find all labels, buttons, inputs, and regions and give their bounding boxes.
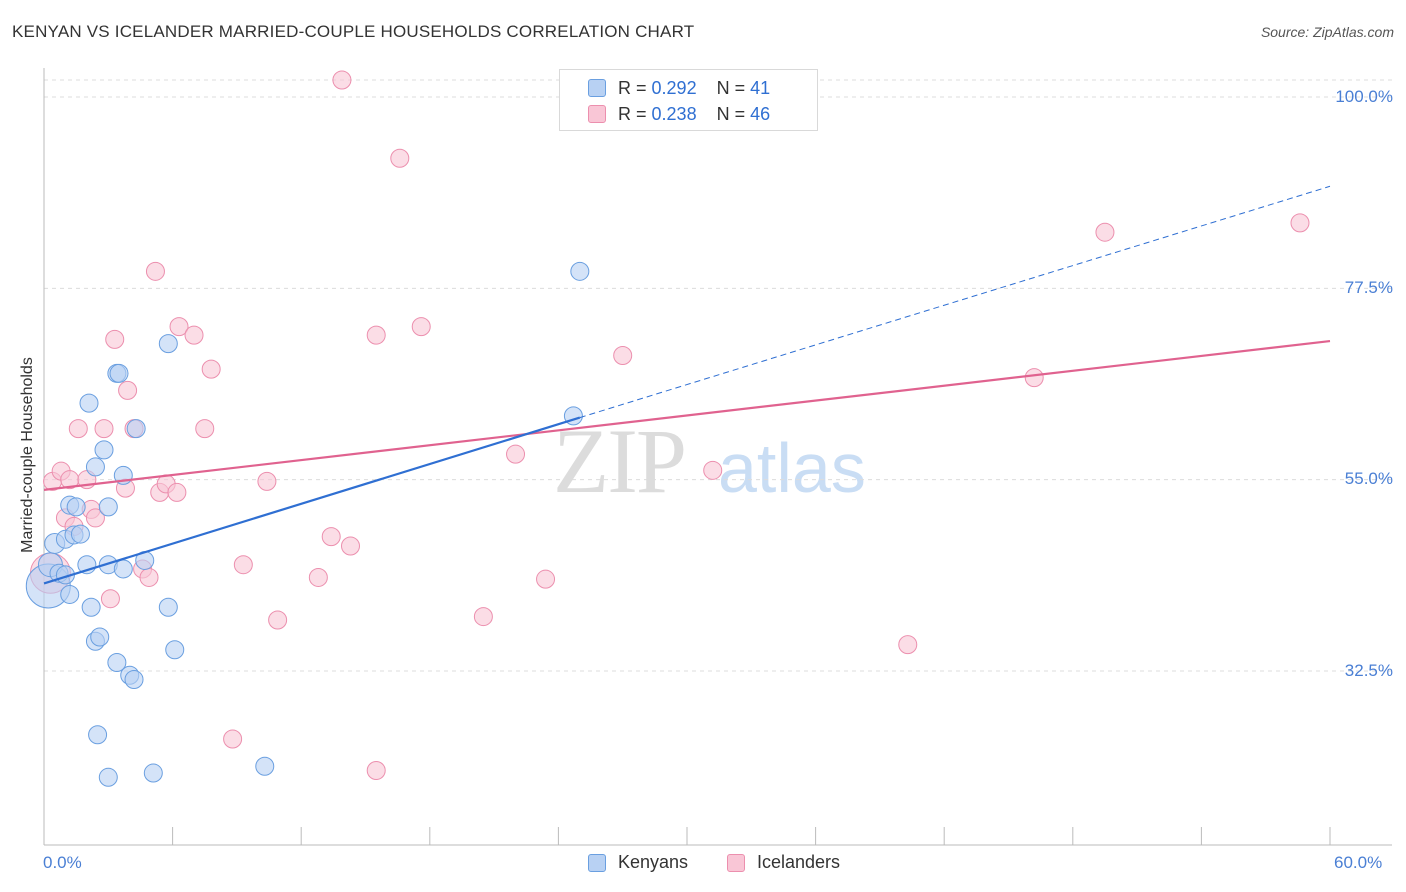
kenyans-point-16	[88, 725, 108, 745]
kenyans-point-28	[124, 670, 144, 690]
icelanders-point-36	[390, 148, 410, 168]
kenyans-point-35	[255, 756, 275, 776]
x-tick-min: 0.0%	[43, 853, 82, 872]
icelanders-swatch	[588, 105, 606, 123]
icelanders-point-9	[85, 508, 105, 528]
kenyans-point-18	[94, 440, 114, 460]
watermark-atlas: atlas	[718, 429, 866, 507]
kenyans-point-10	[70, 524, 90, 544]
kenyans-point-9	[66, 497, 86, 517]
kenyans-point-22	[107, 652, 127, 672]
y-tick-32: 32.5%	[1344, 661, 1393, 680]
bottom-legend-icelanders: Icelanders	[727, 852, 840, 873]
icelanders-point-10	[94, 419, 114, 439]
kenyans-point-17	[90, 627, 110, 647]
y-tick-100: 100.0%	[1335, 87, 1393, 106]
legend-row-icelanders: R = 0.238 N = 46	[588, 103, 770, 125]
icelanders-point-11	[100, 589, 120, 609]
y-tick-55: 55.0%	[1344, 469, 1393, 488]
icelanders-point-33	[340, 536, 360, 556]
legend-row-kenyans: R = 0.292 N = 41	[588, 77, 770, 99]
kenyans-point-15	[85, 457, 105, 477]
icelanders-point-25	[201, 359, 221, 379]
icelanders-point-43	[898, 635, 918, 655]
icelanders-point-17	[139, 567, 159, 587]
x-tick-max: 60.0%	[1334, 853, 1383, 872]
kenyans-point-20	[98, 497, 118, 517]
icelanders-point-29	[268, 610, 288, 630]
chart-title: KENYAN VS ICELANDER MARRIED-COUPLE HOUSE…	[12, 22, 695, 41]
bottom-legend-kenyans: Kenyans	[588, 852, 688, 873]
kenyans-point-37	[570, 261, 590, 281]
icelanders-point-44	[1024, 368, 1044, 388]
icelanders-point-23	[184, 325, 204, 345]
kenyans-point-24	[109, 363, 129, 383]
kenyans-point-29	[126, 419, 146, 439]
icelanders-point-27	[233, 555, 253, 575]
icelanders-point-31	[321, 527, 341, 547]
icelanders-point-24	[195, 419, 215, 439]
icelanders-trendline	[43, 339, 1331, 491]
kenyans-point-21	[98, 767, 118, 787]
y-tick-77: 77.5%	[1344, 278, 1393, 297]
icelanders-point-39	[506, 444, 526, 464]
icelanders-point-21	[167, 482, 187, 502]
icelanders-point-6	[68, 419, 88, 439]
kenyans-point-7	[60, 584, 80, 604]
icelanders-point-37	[411, 317, 431, 337]
icelanders-point-12	[105, 329, 125, 349]
kenyans-point-13	[81, 597, 101, 617]
icelanders-point-34	[366, 760, 386, 780]
icelanders-r-value: 0.238	[651, 103, 697, 124]
kenyans-trendline	[43, 416, 581, 585]
kenyans-point-12	[79, 393, 99, 413]
kenyans-swatch	[588, 79, 606, 97]
source-label: Source: ZipAtlas.com	[1260, 24, 1394, 40]
watermark-zip: ZIP	[553, 410, 687, 512]
kenyans-point-32	[158, 597, 178, 617]
icelanders-point-42	[703, 460, 723, 480]
kenyans-point-31	[143, 763, 163, 783]
kenyans-r-value: 0.292	[651, 77, 697, 98]
icelanders-point-18	[145, 261, 165, 281]
bottom-icelanders-label: Icelanders	[757, 852, 841, 872]
icelanders-point-26	[223, 729, 243, 749]
kenyans-point-34	[165, 640, 185, 660]
icelanders-point-45	[1095, 222, 1115, 242]
icelanders-n-value: 46	[750, 103, 771, 124]
icelanders-point-22	[169, 317, 189, 337]
kenyans-point-33	[158, 334, 178, 354]
correlation-legend: R = 0.292 N = 41 R = 0.238 N = 46	[559, 69, 818, 131]
icelanders-point-28	[257, 471, 277, 491]
bottom-kenyans-label: Kenyans	[618, 852, 689, 872]
icelanders-point-38	[473, 607, 493, 627]
kenyans-n-value: 41	[750, 77, 771, 98]
kenyans-n-label: N =	[716, 77, 746, 98]
icelanders-point-14	[118, 380, 138, 400]
icelanders-point-40	[536, 569, 556, 589]
bottom-kenyans-swatch	[588, 853, 606, 872]
kenyans-point-26	[113, 559, 133, 579]
y-axis-label: Married-couple Households	[19, 357, 36, 553]
icelanders-r-label: R =	[618, 103, 647, 124]
kenyans-trendline-extension	[579, 185, 1331, 419]
bottom-icelanders-swatch	[727, 853, 745, 872]
icelanders-point-35	[366, 325, 386, 345]
icelanders-point-46	[1290, 213, 1310, 233]
icelanders-n-label: N =	[716, 103, 746, 124]
icelanders-point-30	[308, 567, 328, 587]
icelanders-point-32	[332, 70, 352, 90]
icelanders-point-41	[613, 346, 633, 366]
kenyans-r-label: R =	[618, 77, 647, 98]
